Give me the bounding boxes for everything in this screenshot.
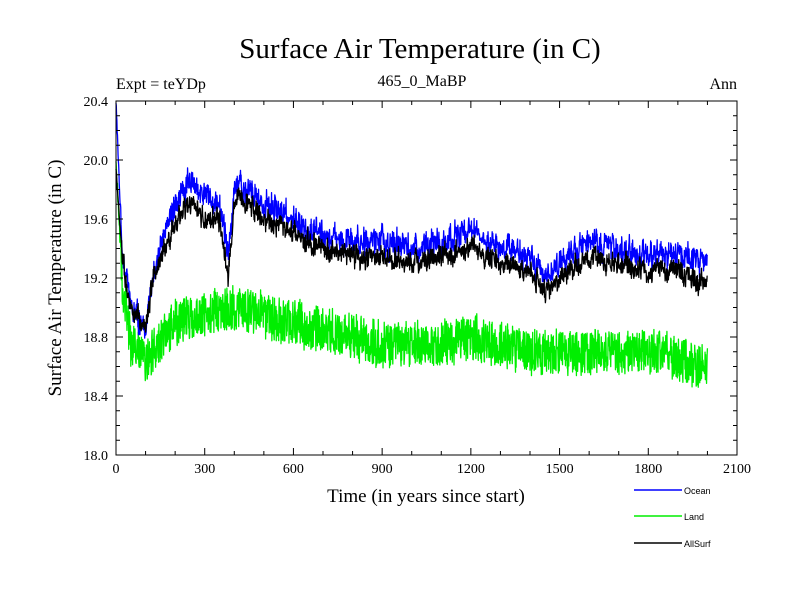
legend-label-allsurf: AllSurf <box>684 539 711 549</box>
series-layer <box>115 103 709 388</box>
y-tick-label: 20.4 <box>84 95 109 110</box>
y-tick-label: 19.2 <box>84 272 109 287</box>
x-tick-label: 1800 <box>634 462 662 477</box>
legend-label-ocean: Ocean <box>684 486 711 496</box>
legend-label-land: Land <box>684 512 704 522</box>
series-line-ocean <box>115 103 709 339</box>
series-line-land <box>115 161 709 388</box>
x-tick-label: 1500 <box>546 462 574 477</box>
x-tick-label: 300 <box>194 462 215 477</box>
ticks-layer: 0 300 600 900 1200 1500 1800 2100 18.0 18.4 18.8 19… <box>84 95 752 477</box>
chart-title: Surface Air Temperature (in C) <box>239 33 600 65</box>
x-tick-label: 600 <box>283 462 304 477</box>
x-tick-label: 1200 <box>457 462 485 477</box>
x-tick-label: 0 <box>113 462 120 477</box>
x-tick-label: 2100 <box>723 462 751 477</box>
y-tick-label: 18.4 <box>84 390 109 405</box>
y-tick-label: 19.6 <box>84 213 109 228</box>
x-tick-label: 900 <box>372 462 393 477</box>
y-axis-label: Surface Air Temperature (in C) <box>45 160 66 397</box>
season-label: Ann <box>709 76 737 93</box>
period-label: 465_0_MaBP <box>378 73 467 90</box>
plot-frame <box>115 100 738 456</box>
y-tick-label: 18.0 <box>84 449 109 464</box>
y-tick-label: 20.0 <box>84 154 109 169</box>
series-line-allsurf <box>115 168 708 333</box>
x-axis-label: Time (in years since start) <box>327 486 525 507</box>
experiment-label: Expt = teYDp <box>116 76 206 93</box>
legend: Ocean Land AllSurf <box>634 486 711 549</box>
y-tick-label: 18.8 <box>84 331 109 346</box>
